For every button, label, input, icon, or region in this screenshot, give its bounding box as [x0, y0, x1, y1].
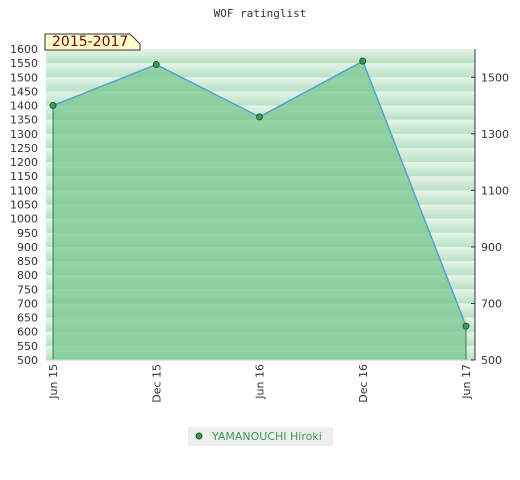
data-point[interactable] — [359, 57, 367, 65]
x-tick-label: Dec 15 — [150, 364, 163, 403]
y-tick-label-right: 1300 — [481, 128, 509, 141]
y-tick-label-left: 500 — [17, 354, 38, 367]
data-point[interactable] — [462, 322, 470, 330]
x-tick-label: Jun 17 — [460, 364, 473, 400]
series-markers — [49, 57, 470, 330]
y-tick-label-left: 800 — [17, 269, 38, 282]
y-tick-label-left: 650 — [17, 312, 38, 325]
y-tick-label-left: 1400 — [10, 100, 38, 113]
x-tick-label: Jun 15 — [47, 364, 60, 400]
period-badge: 2015-2017 — [44, 33, 141, 51]
y-tick-label-left: 900 — [17, 241, 38, 254]
y-tick-label-left: 550 — [17, 340, 38, 353]
y-tick-label-left: 1550 — [10, 57, 38, 70]
y-tick-label-left: 1200 — [10, 156, 38, 169]
y-tick-label-left: 850 — [17, 255, 38, 268]
data-point[interactable] — [49, 102, 57, 110]
background-band — [46, 49, 475, 64]
chart-title: WOF ratinglist — [214, 7, 307, 20]
y-tick-label-right: 700 — [481, 297, 502, 310]
x-axis: Jun 15 Dec 15 Jun 16 Dec 16 Jun 17 — [47, 364, 473, 403]
y-tick-label-right: 500 — [481, 354, 502, 367]
y-tick-label-left: 1000 — [10, 213, 38, 226]
y-tick-label-left: 700 — [17, 297, 38, 310]
y-tick-label-left: 1100 — [10, 184, 38, 197]
x-tick-label: Dec 16 — [357, 364, 370, 403]
x-tick-label: Jun 16 — [254, 364, 267, 400]
y-tick-label-left: 1050 — [10, 199, 38, 212]
data-point[interactable] — [256, 113, 263, 121]
y-tick-label-right: 1500 — [481, 71, 509, 84]
legend[interactable]: YAMANOUCHI Hiroki — [188, 427, 333, 446]
legend-marker — [195, 432, 203, 440]
y-tick-label-left: 950 — [17, 227, 38, 240]
legend-background — [188, 427, 333, 446]
y-tick-label-right: 900 — [481, 241, 502, 254]
y-tick-label-left: 1350 — [10, 114, 38, 127]
legend-label: YAMANOUCHI Hiroki — [211, 430, 322, 443]
y-axis-right: 500 700 900 1100 1300 1500 — [471, 71, 509, 367]
background-band — [46, 63, 475, 78]
y-tick-label-left: 1450 — [10, 85, 38, 98]
y-tick-label-left: 1500 — [10, 71, 38, 84]
y-tick-label-left: 1600 — [10, 43, 38, 56]
y-tick-label-left: 750 — [17, 283, 38, 296]
series-area — [53, 61, 466, 360]
y-tick-label-right: 1100 — [481, 184, 509, 197]
y-tick-label-left: 1250 — [10, 142, 38, 155]
y-tick-label-left: 600 — [17, 326, 38, 339]
y-tick-label-left: 1150 — [10, 170, 38, 183]
y-tick-label-left: 1300 — [10, 128, 38, 141]
data-point[interactable] — [152, 61, 160, 69]
period-label: 2015-2017 — [52, 34, 128, 50]
axes — [46, 49, 476, 361]
